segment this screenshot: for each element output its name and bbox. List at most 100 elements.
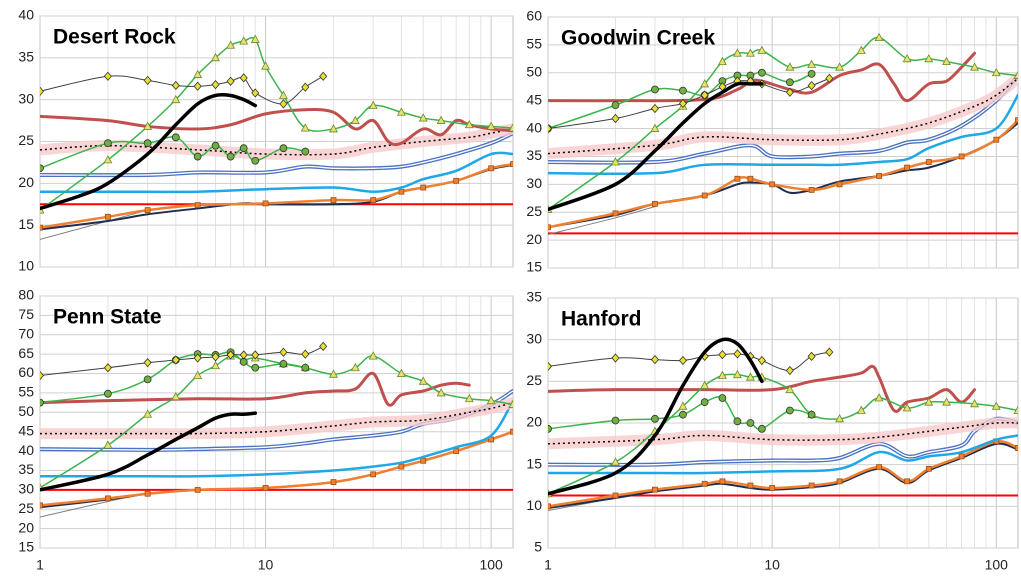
- marker: [1015, 117, 1018, 124]
- marker: [278, 90, 288, 99]
- marker: [488, 165, 495, 172]
- marker: [279, 99, 288, 109]
- y-tick-label: 60: [526, 8, 542, 24]
- marker: [329, 369, 338, 378]
- marker: [350, 362, 360, 372]
- marker: [732, 48, 742, 57]
- marker: [904, 164, 910, 171]
- marker: [193, 152, 202, 161]
- panel: 1 10 100 5 10 15 20 25 30 35 Hanford: [526, 289, 1019, 573]
- marker: [970, 398, 980, 408]
- y-tick-label: 50: [526, 63, 542, 79]
- marker: [719, 478, 726, 485]
- marker: [510, 428, 513, 435]
- y-tick-label: 35: [526, 147, 542, 163]
- marker: [678, 98, 687, 109]
- y-tick-label: 40: [18, 442, 34, 458]
- marker: [279, 359, 288, 368]
- marker: [464, 393, 474, 403]
- marker: [420, 457, 427, 464]
- series-line: [40, 399, 513, 478]
- series-line: [548, 337, 764, 496]
- marker: [993, 136, 1000, 143]
- marker: [733, 349, 742, 359]
- x-tick-label: 1: [544, 557, 552, 573]
- marker: [103, 71, 112, 81]
- y-tick-label: 25: [526, 372, 542, 388]
- series-line: [548, 51, 977, 103]
- marker: [143, 75, 152, 86]
- x-tick-label: 100: [479, 557, 503, 573]
- marker: [548, 503, 551, 510]
- series-line: [40, 128, 513, 156]
- y-tick-label: 65: [18, 345, 34, 361]
- series-line: [548, 434, 1018, 475]
- y-tick-label: 15: [526, 259, 542, 275]
- marker: [418, 376, 428, 385]
- y-tick-label: 20: [526, 414, 542, 430]
- marker: [732, 369, 742, 379]
- y-tick-label: 10: [526, 497, 542, 513]
- y-tick-label: 75: [18, 306, 34, 322]
- panel: 10 15 20 25 30 35 40 Desert Rock: [18, 7, 514, 274]
- y-tick-label: 30: [526, 175, 542, 191]
- marker: [958, 153, 965, 160]
- marker: [486, 121, 496, 130]
- marker: [250, 34, 260, 43]
- marker: [874, 393, 884, 402]
- marker: [144, 490, 151, 497]
- series-line-inner: [40, 132, 513, 176]
- marker: [211, 79, 220, 90]
- marker: [902, 53, 912, 63]
- marker: [226, 350, 235, 360]
- y-tick-label: 35: [18, 461, 34, 477]
- marker: [650, 103, 659, 114]
- y-tick-label: 15: [18, 216, 34, 232]
- marker: [301, 349, 310, 359]
- marker: [510, 161, 513, 167]
- marker: [40, 370, 45, 381]
- y-tick-label: 40: [526, 119, 542, 135]
- marker: [171, 355, 180, 365]
- marker: [856, 45, 866, 54]
- marker: [1015, 445, 1018, 451]
- y-tick-label: 80: [18, 287, 34, 303]
- y-tick-label: 20: [18, 519, 34, 535]
- marker: [211, 52, 221, 62]
- marker: [420, 184, 427, 191]
- y-tick-label: 20: [526, 231, 542, 247]
- marker: [785, 87, 794, 97]
- marker: [211, 352, 220, 362]
- y-tick-label: 30: [526, 330, 542, 346]
- marker: [924, 53, 934, 63]
- marker: [611, 113, 620, 124]
- marker: [194, 202, 201, 208]
- series-line: [548, 421, 1018, 445]
- y-tick-label: 15: [526, 455, 542, 471]
- marker: [701, 192, 708, 199]
- marker: [486, 395, 496, 405]
- panel: 15 20 25 30 35 40 45 50 55 60 Goodwin Creek: [526, 8, 1019, 275]
- marker: [251, 156, 260, 165]
- series-line: [40, 151, 513, 194]
- marker: [330, 197, 337, 203]
- y-tick-label: 25: [18, 132, 34, 148]
- y-tick-label: 60: [18, 364, 34, 380]
- series-line-inner: [548, 417, 1018, 466]
- marker: [807, 69, 816, 78]
- marker: [418, 113, 428, 122]
- marker: [650, 355, 659, 365]
- marker: [396, 368, 406, 377]
- marker: [785, 406, 794, 415]
- marker: [611, 353, 620, 363]
- marker: [1013, 405, 1018, 414]
- marker: [757, 68, 766, 77]
- marker: [924, 397, 934, 406]
- marker: [105, 213, 111, 220]
- y-tick-label: 40: [18, 7, 34, 23]
- y-tick-label: 10: [18, 258, 34, 274]
- marker: [508, 399, 513, 408]
- panel-title: Penn State: [53, 306, 162, 329]
- panel-title: Desert Rock: [53, 26, 176, 49]
